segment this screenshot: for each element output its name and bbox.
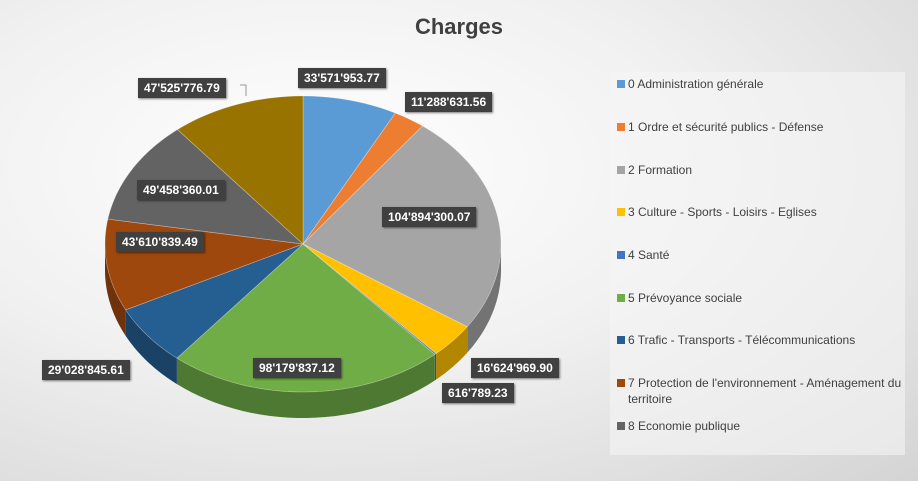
legend-swatch xyxy=(617,251,625,259)
pie-slice-side xyxy=(125,309,177,385)
pie-slice[interactable] xyxy=(125,243,304,359)
data-label: 104'894'300.07 xyxy=(382,207,477,227)
legend-label: 8 Economie publique xyxy=(628,419,741,433)
legend-swatch xyxy=(617,422,625,430)
legend-swatch xyxy=(617,123,625,131)
pie-slice-side xyxy=(436,326,468,380)
legend-item[interactable]: 1 Ordre et sécurité publics - Défense xyxy=(617,119,902,135)
legend-swatch xyxy=(617,336,625,344)
pie-slice-side xyxy=(434,353,437,381)
pie-slice-side xyxy=(176,354,435,418)
leader-line xyxy=(240,84,247,96)
pie-slice[interactable] xyxy=(176,243,436,393)
chart-title: Charges xyxy=(414,14,504,39)
pie-slice[interactable] xyxy=(176,95,304,245)
data-label: 33'571'953.77 xyxy=(298,68,386,88)
legend-item[interactable]: 2 Formation xyxy=(617,162,902,178)
legend-swatch xyxy=(617,166,625,174)
data-label: 29'028'845.61 xyxy=(42,360,130,380)
legend-swatch xyxy=(617,208,625,216)
data-label: 11'288'631.56 xyxy=(405,92,493,112)
legend-label: 3 Culture - Sports - Loisirs - Eglises xyxy=(628,205,817,219)
data-label: 49'458'360.01 xyxy=(137,180,225,200)
data-label: 98'179'837.12 xyxy=(253,358,341,378)
pie-slice-side xyxy=(105,244,126,336)
legend-label: 6 Trafic - Transports - Télécommunicatio… xyxy=(628,333,856,347)
legend-swatch xyxy=(617,80,625,88)
legend-swatch xyxy=(617,294,625,302)
data-label: 16'624'969.90 xyxy=(471,358,559,378)
legend-item[interactable]: 5 Prévoyance sociale xyxy=(617,290,902,306)
legend-item[interactable]: 6 Trafic - Transports - Télécommunicatio… xyxy=(617,332,902,348)
legend-item[interactable]: 4 Santé xyxy=(617,247,902,263)
data-label: 616'789.23 xyxy=(442,383,514,403)
legend-item[interactable]: 3 Culture - Sports - Loisirs - Eglises xyxy=(617,204,902,220)
legend: 0 Administration générale 1 Ordre et sécu… xyxy=(610,72,905,455)
legend-label: 5 Prévoyance sociale xyxy=(628,291,743,305)
pie-slice[interactable] xyxy=(302,112,424,245)
legend-label: 0 Administration générale xyxy=(628,77,764,91)
legend-item[interactable]: 7 Protection de l'environnement - Aménag… xyxy=(617,375,902,407)
pie-slice[interactable] xyxy=(302,95,396,246)
data-label: 47'525'776.79 xyxy=(138,78,226,98)
legend-label: 4 Santé xyxy=(628,248,670,262)
legend-label: 1 Ordre et sécurité publics - Défense xyxy=(628,120,824,134)
legend-label: 2 Formation xyxy=(628,163,693,177)
legend-item[interactable]: 8 Economie publique xyxy=(617,418,902,434)
pie-slice[interactable] xyxy=(302,243,468,355)
data-label: 43'610'839.49 xyxy=(116,232,204,252)
legend-item[interactable]: 0 Administration générale xyxy=(617,76,902,92)
legend-label: 7 Protection de l'environnement - Aménag… xyxy=(628,376,902,406)
legend-swatch xyxy=(617,379,625,387)
pie-slice-side xyxy=(467,244,501,353)
